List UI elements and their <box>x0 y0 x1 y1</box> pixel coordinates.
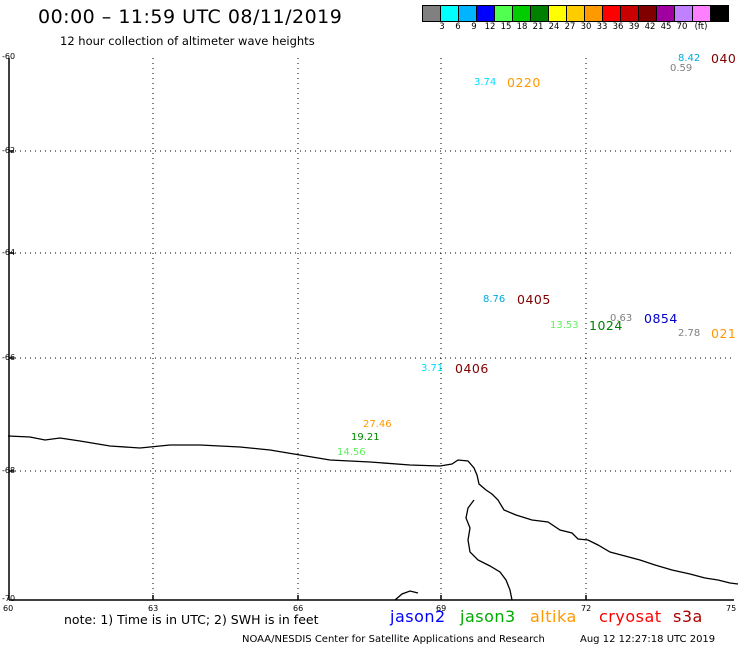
wave-height-label: 8.76 <box>483 294 506 305</box>
wave-height-label: 0.63 <box>610 313 633 324</box>
legend-label: 42 <box>644 22 656 32</box>
wave-height-label: 19.21 <box>351 432 380 443</box>
lon-label: 66 <box>293 604 304 613</box>
map-frame <box>8 58 734 601</box>
wave-height-label: 3.74 <box>474 77 497 88</box>
pass-time-label: 1024 <box>589 318 623 333</box>
lat-label: -60 <box>2 52 16 61</box>
legend-label: 21 <box>532 22 544 32</box>
legend-label: 70 <box>676 22 688 32</box>
satellite-legend-jason2: jason2 <box>390 607 446 626</box>
lat-label: -70 <box>2 594 16 603</box>
legend-label: 30 <box>580 22 592 32</box>
antarctic-coastline <box>7 435 739 585</box>
legend-label: 6 <box>455 22 461 32</box>
lon-label: 60 <box>3 604 14 613</box>
generation-timestamp: Aug 12 12:27:18 UTC 2019 <box>580 634 716 645</box>
legend-label: 9 <box>471 22 477 32</box>
lon-label: 63 <box>148 604 159 613</box>
satellite-legend-jason3: jason3 <box>460 607 516 626</box>
lat-label: -66 <box>2 353 16 362</box>
wave-height-label: 13.53 <box>550 320 579 331</box>
legend-label: 33 <box>596 22 608 32</box>
legend-label: 12 <box>484 22 496 32</box>
wave-height-label: 2.78 <box>678 328 701 339</box>
wave-height-label: 8.42 <box>678 53 701 64</box>
satellite-legend-cryosat: cryosat <box>599 607 662 626</box>
footer-note: note: 1) Time is in UTC; 2) SWH is in fe… <box>64 612 319 627</box>
legend-label: 24 <box>548 22 560 32</box>
pass-time-label: 040 <box>711 51 737 66</box>
chart-subtitle: 12 hour collection of altimeter wave hei… <box>60 34 315 48</box>
wave-height-label: 3.71 <box>421 363 444 374</box>
legend-label: 27 <box>564 22 576 32</box>
lon-label: 75 <box>726 604 737 613</box>
legend-label: 3 <box>439 22 445 32</box>
wave-height-label: 14.56 <box>337 447 366 458</box>
chart-title: 00:00 – 11:59 UTC 08/11/2019 <box>38 6 343 28</box>
lon-label: 69 <box>436 604 447 613</box>
color-scale-legend <box>422 5 729 22</box>
pass-time-label: 0406 <box>455 361 489 376</box>
satellite-legend-s3a: s3a <box>673 607 703 626</box>
legend-label: 39 <box>628 22 640 32</box>
coastline-south <box>394 590 419 601</box>
legend-label: 18 <box>516 22 528 32</box>
amery-ice-shelf-edge <box>465 499 513 601</box>
legend-label: (ft) <box>694 22 708 32</box>
wave-height-label: 27.46 <box>363 419 392 430</box>
graticule <box>10 58 734 600</box>
pass-time-label: 0220 <box>507 75 541 90</box>
legend-swatch <box>710 5 729 22</box>
legend-label: 36 <box>612 22 624 32</box>
pass-time-label: 021 <box>711 326 737 341</box>
lon-label: 72 <box>581 604 592 613</box>
legend-label: 15 <box>500 22 512 32</box>
credit-line: NOAA/NESDIS Center for Satellite Applica… <box>242 634 545 645</box>
lat-label: -64 <box>2 248 16 257</box>
lat-label: -68 <box>2 466 16 475</box>
lat-label: -62 <box>2 146 16 155</box>
coastline <box>7 435 739 601</box>
legend-label: 45 <box>660 22 672 32</box>
legend-labels: 3 6 9 12 15 18 21 24 27 30 33 36 39 42 4… <box>422 22 740 36</box>
pass-time-label: 0854 <box>644 311 678 326</box>
pass-time-label: 0405 <box>517 292 551 307</box>
satellite-legend-altika: altika <box>530 607 577 626</box>
wave-height-label: 0.59 <box>670 63 693 74</box>
